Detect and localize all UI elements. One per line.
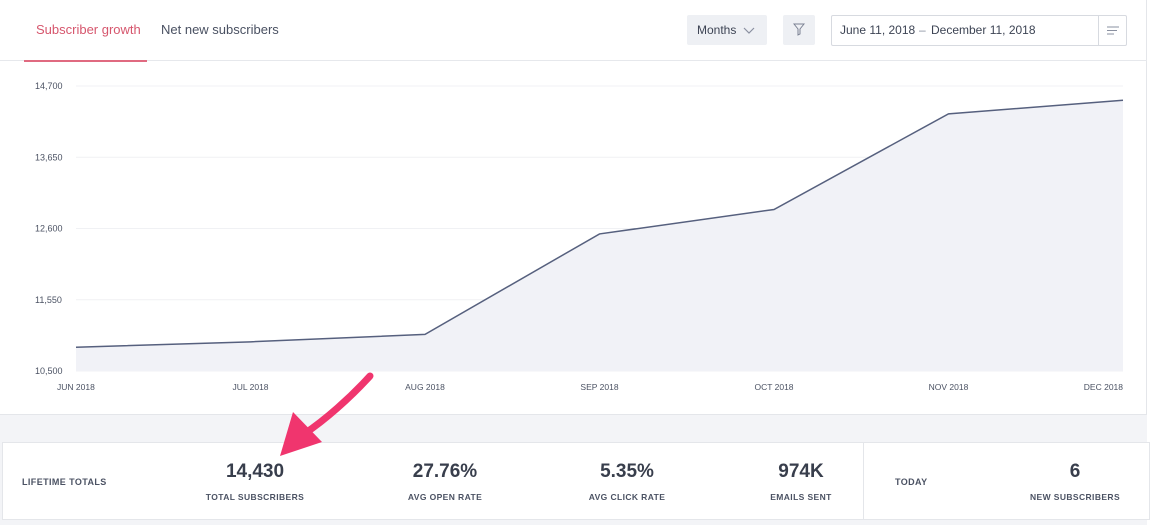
y-tick-label: 13,650	[35, 152, 63, 162]
tab-net-new-subscribers[interactable]: Net new subscribers	[161, 22, 279, 37]
series-area	[76, 100, 1123, 371]
period-dropdown[interactable]: Months	[687, 15, 767, 45]
report-header: Subscriber growth Net new subscribers Mo…	[0, 0, 1147, 62]
stat-value: 27.76%	[412, 461, 478, 482]
chart-svg: 14,700 13,650 12,600 11,550 10,500 JUN 2018 JU…	[35, 81, 1124, 392]
tab-subscriber-growth[interactable]: Subscriber growth	[24, 0, 147, 62]
stat-emails-sent: 974K EMAILS SENT	[734, 461, 868, 502]
stat-value: 5.35%	[600, 461, 654, 482]
funnel-icon	[793, 23, 805, 36]
stat-total-subscribers: 14,430 TOTAL SUBSCRIBERS	[188, 461, 322, 502]
today-label: TODAY	[895, 477, 928, 487]
stat-value: 6	[1069, 461, 1081, 482]
x-tick-label: AUG 2018	[405, 382, 445, 392]
stat-value: 974K	[778, 461, 824, 482]
filter-button[interactable]	[783, 15, 815, 45]
date-end[interactable]: December 11, 2018	[931, 23, 1036, 37]
stat-new-subscribers-today: 6 NEW SUBSCRIBERS	[1008, 461, 1142, 502]
stat-label: EMAILS SENT	[770, 492, 832, 502]
stat-label: AVG CLICK RATE	[588, 492, 666, 502]
lifetime-totals-bar: LIFETIME TOTALS 14,430 TOTAL SUBSCRIBERS…	[2, 442, 1150, 520]
x-tick-label: JUL 2018	[232, 382, 268, 392]
lifetime-totals-label: LIFETIME TOTALS	[22, 477, 107, 487]
x-tick-label: SEP 2018	[580, 382, 618, 392]
stat-label: AVG OPEN RATE	[407, 492, 483, 502]
x-tick-label: DEC 2018	[1084, 382, 1123, 392]
stats-divider	[863, 443, 864, 519]
section-divider	[0, 414, 1147, 415]
date-menu-button[interactable]	[1098, 16, 1126, 45]
y-tick-label: 14,700	[35, 81, 63, 91]
date-start[interactable]: June 11, 2018	[840, 23, 916, 37]
stat-label: NEW SUBSCRIBERS	[1029, 492, 1121, 502]
subscriber-growth-chart: 14,700 13,650 12,600 11,550 10,500 JUN 2018 JU…	[0, 62, 1147, 414]
stat-label: TOTAL SUBSCRIBERS	[205, 492, 305, 502]
stat-avg-click-rate: 5.35% AVG CLICK RATE	[560, 461, 694, 502]
stat-avg-open-rate: 27.76% AVG OPEN RATE	[378, 461, 512, 502]
y-tick-label: 11,550	[35, 295, 62, 305]
stat-value: 14,430	[225, 461, 285, 482]
date-range-picker[interactable]: June 11, 2018 – December 11, 2018	[831, 15, 1127, 46]
lines-icon	[1107, 26, 1119, 35]
x-tick-label: NOV 2018	[929, 382, 969, 392]
chevron-down-icon	[743, 27, 755, 34]
date-separator: –	[919, 23, 926, 37]
period-dropdown-label: Months	[697, 23, 737, 37]
y-tick-label: 12,600	[35, 224, 63, 234]
x-tick-label: OCT 2018	[754, 382, 793, 392]
x-tick-label: JUN 2018	[57, 382, 95, 392]
series-line	[75, 99, 1124, 348]
y-tick-label: 10,500	[35, 366, 63, 376]
